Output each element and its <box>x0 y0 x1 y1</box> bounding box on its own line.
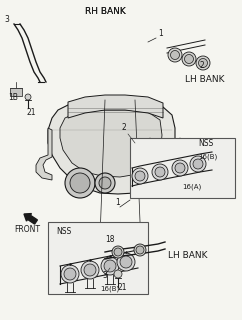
Bar <box>10 88 22 96</box>
Circle shape <box>101 257 119 275</box>
Circle shape <box>99 177 111 189</box>
Circle shape <box>70 173 90 193</box>
Circle shape <box>198 59 207 68</box>
Text: 1B: 1B <box>8 93 18 102</box>
Circle shape <box>114 248 122 256</box>
Circle shape <box>65 168 95 198</box>
Circle shape <box>152 164 168 180</box>
Text: LH BANK: LH BANK <box>185 75 225 84</box>
Text: 3: 3 <box>102 271 107 280</box>
Polygon shape <box>60 110 162 177</box>
Circle shape <box>190 156 206 172</box>
Text: 16(B): 16(B) <box>100 285 119 292</box>
Circle shape <box>184 54 194 63</box>
Text: 1: 1 <box>158 29 163 38</box>
Circle shape <box>168 48 182 62</box>
Text: NSS: NSS <box>198 139 213 148</box>
Circle shape <box>120 256 132 268</box>
Circle shape <box>193 159 203 169</box>
Circle shape <box>117 253 135 271</box>
Text: 2: 2 <box>122 123 127 132</box>
Text: 16(A): 16(A) <box>182 183 201 189</box>
Circle shape <box>135 171 145 181</box>
Circle shape <box>134 244 146 256</box>
Circle shape <box>171 51 180 60</box>
Polygon shape <box>68 95 163 118</box>
Circle shape <box>136 246 144 254</box>
Text: 21: 21 <box>118 283 128 292</box>
Circle shape <box>175 163 185 173</box>
Circle shape <box>84 264 96 276</box>
Circle shape <box>114 270 122 278</box>
Text: 18: 18 <box>105 235 114 244</box>
FancyArrow shape <box>24 213 37 224</box>
Text: NSS: NSS <box>56 227 71 236</box>
Text: 21: 21 <box>26 108 36 117</box>
Circle shape <box>112 246 124 258</box>
Bar <box>130 138 235 198</box>
Polygon shape <box>36 128 52 180</box>
Polygon shape <box>48 100 175 194</box>
Circle shape <box>155 167 165 177</box>
Text: LH BANK: LH BANK <box>168 251 207 260</box>
Text: 3: 3 <box>4 15 9 24</box>
Circle shape <box>172 160 188 176</box>
Circle shape <box>64 268 76 280</box>
Circle shape <box>196 56 210 70</box>
Circle shape <box>25 94 31 100</box>
Text: 2: 2 <box>200 61 205 70</box>
Circle shape <box>61 265 79 283</box>
Text: RH BANK: RH BANK <box>85 7 125 16</box>
Text: RH BANK: RH BANK <box>85 7 125 16</box>
Text: 16(B): 16(B) <box>198 153 217 159</box>
Circle shape <box>81 261 99 279</box>
Circle shape <box>104 260 116 272</box>
Text: FRONT: FRONT <box>14 225 40 234</box>
Circle shape <box>95 173 115 193</box>
Text: 1: 1 <box>115 198 120 207</box>
Circle shape <box>132 168 148 184</box>
Circle shape <box>182 52 196 66</box>
Bar <box>48 222 148 294</box>
